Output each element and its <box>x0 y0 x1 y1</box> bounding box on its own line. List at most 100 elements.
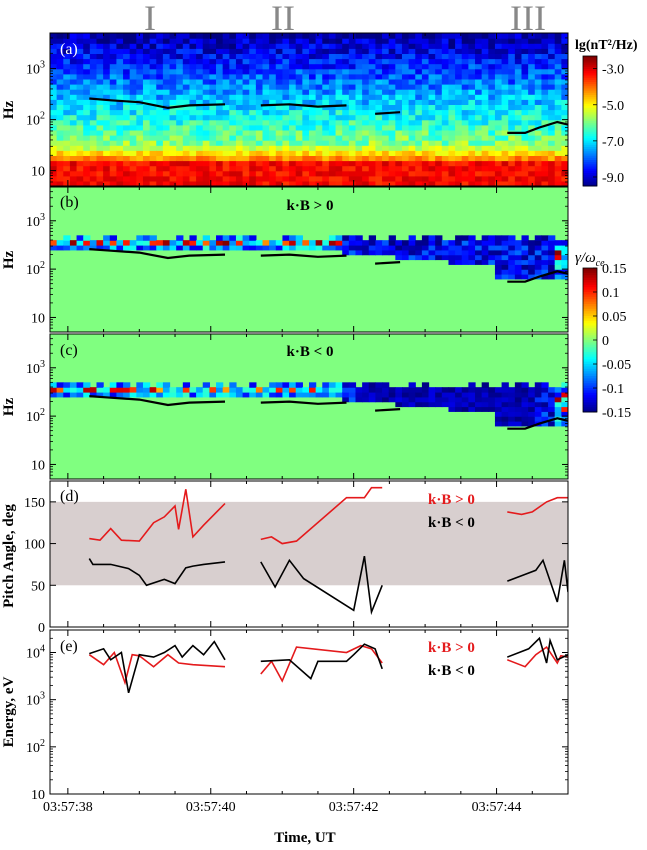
series-line <box>507 558 568 603</box>
growth-cell <box>196 240 204 246</box>
growth-cell <box>541 264 549 270</box>
spectrogram-cell <box>89 104 98 111</box>
growth-cell <box>475 249 483 256</box>
spectrogram-cell <box>561 99 568 105</box>
spectrogram-cell <box>428 175 436 182</box>
spectrogram-cell <box>249 160 257 167</box>
growth-cell <box>481 392 489 398</box>
spectrogram-cell <box>395 89 403 95</box>
y-tick-exponent: 3 <box>40 691 45 702</box>
spectrogram-cell <box>508 99 516 105</box>
spectrogram-cell <box>282 33 290 39</box>
spectrogram-cell <box>162 114 171 121</box>
spectrogram-cell <box>262 175 270 182</box>
colorbar-swatch <box>583 308 597 312</box>
spectrogram-cell <box>375 63 383 70</box>
colorbar-swatch <box>583 282 597 286</box>
colorbar-swatch <box>583 395 597 399</box>
spectrogram-cell <box>242 170 250 177</box>
growth-cell <box>355 392 363 398</box>
spectrogram-cell <box>362 180 370 186</box>
spectrogram-cell <box>103 73 111 80</box>
spectrogram-cell <box>222 53 230 60</box>
spectrogram-cell <box>534 63 543 70</box>
spectrogram-cell <box>176 160 184 167</box>
spectrogram-cell <box>209 94 217 100</box>
spectrogram-cell <box>116 33 124 39</box>
spectrogram-cell <box>395 68 403 75</box>
spectrogram-cell <box>421 155 430 162</box>
spectrogram-cell <box>541 165 549 172</box>
spectrogram-cell <box>189 135 197 141</box>
growth-cell <box>501 406 509 412</box>
spectrogram-cell <box>242 58 250 65</box>
spectrogram-cell <box>375 180 383 186</box>
spectrogram-cell <box>461 160 469 167</box>
growth-cell <box>50 387 58 393</box>
spectrogram-cell <box>50 99 58 105</box>
spectrogram-cell <box>309 175 317 182</box>
growth-cell <box>348 249 357 256</box>
spectrogram-cell <box>441 104 450 111</box>
spectrogram-cell <box>455 160 463 167</box>
spectrogram-cell <box>182 109 191 116</box>
growth-cell <box>521 274 529 280</box>
y-tick-base: 10 <box>26 362 40 377</box>
spectrogram-cell <box>249 38 257 44</box>
spectrogram-cell <box>375 58 383 65</box>
spectrogram-cell <box>322 129 330 136</box>
spectrogram-cell <box>475 145 483 151</box>
growth-cell <box>521 259 529 265</box>
spectrogram-cell <box>235 78 244 85</box>
growth-cell <box>189 387 197 393</box>
spectrogram-cell <box>129 104 137 111</box>
spectrogram-cell <box>169 180 177 186</box>
spectrogram-cell <box>335 73 343 80</box>
spectrogram-cell <box>189 48 197 54</box>
spectrogram-cell <box>554 63 562 70</box>
spectrogram-cell <box>421 94 430 100</box>
spectrogram-cell <box>534 119 543 126</box>
spectrogram-cell <box>96 33 104 39</box>
spectrogram-cell <box>461 84 469 90</box>
growth-cell <box>309 392 317 398</box>
spectrogram-cell <box>76 150 84 156</box>
growth-cell <box>435 401 443 408</box>
spectrogram-cell <box>229 135 237 141</box>
spectrogram-cell <box>521 53 529 60</box>
spectrogram-cell <box>83 89 91 95</box>
colorbar-swatch <box>583 287 597 291</box>
spectrogram-cell <box>202 58 210 65</box>
growth-cell <box>508 274 516 280</box>
spectrogram-cell <box>375 99 383 105</box>
colorbar-swatch <box>583 313 597 317</box>
spectrogram-cell <box>435 135 443 141</box>
spectrogram-cell <box>541 140 549 146</box>
spectrogram-cell <box>501 160 509 167</box>
spectrogram-cell <box>302 94 310 100</box>
spectrogram-cell <box>235 89 244 95</box>
spectrogram-cell <box>455 48 463 54</box>
spectrogram-cell <box>289 104 297 111</box>
spectrogram-cell <box>328 84 337 90</box>
spectrogram-cell <box>302 68 310 75</box>
spectrogram-cell <box>103 109 111 116</box>
colorbar-swatch <box>583 66 597 70</box>
growth-cell <box>242 387 250 393</box>
growth-cell <box>561 387 568 393</box>
spectrogram-cell <box>116 175 124 182</box>
spectrogram-cell <box>488 43 496 49</box>
spectrogram-cell <box>514 84 523 90</box>
spectrogram-cell <box>508 43 516 49</box>
growth-cell <box>103 392 111 398</box>
spectrogram-cell <box>508 170 516 177</box>
spectrogram-cell <box>435 155 443 162</box>
colorbar-swatch <box>583 97 597 100</box>
spectrogram-cell <box>89 180 98 186</box>
growth-cell <box>189 392 197 398</box>
spectrogram-cell <box>328 104 337 111</box>
spectrogram-cell <box>421 99 430 105</box>
colorbar-swatch <box>583 60 597 63</box>
spectrogram-cell <box>461 109 469 116</box>
growth-cell <box>129 387 137 393</box>
